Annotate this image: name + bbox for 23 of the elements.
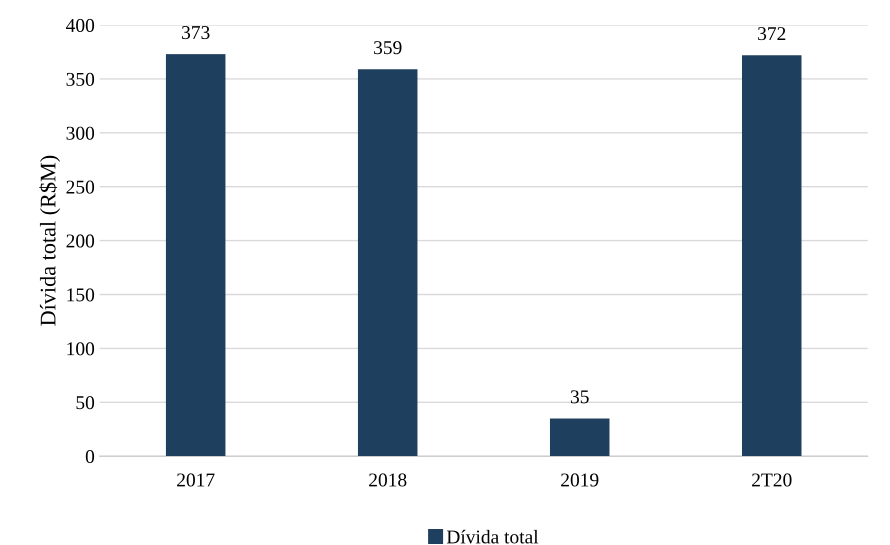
y-tick-label: 150 xyxy=(67,288,94,302)
legend-label: Dívida total xyxy=(446,530,538,544)
data-label: 373 xyxy=(182,26,210,40)
y-tick-label: 350 xyxy=(66,72,94,86)
y-tick-label: 0 xyxy=(86,450,94,464)
bar xyxy=(742,55,802,456)
x-tick-label: 2018 xyxy=(369,473,406,487)
bar xyxy=(550,418,610,456)
x-tick-label: 2019 xyxy=(561,473,598,487)
y-tick-label: 250 xyxy=(66,180,94,194)
y-tick-label: 300 xyxy=(66,126,94,140)
bar xyxy=(358,69,418,456)
data-label: 372 xyxy=(758,27,786,40)
y-axis-title: Dívida total (R$M) xyxy=(39,156,60,326)
x-tick-label: 2017 xyxy=(177,473,215,487)
y-tick-label: 400 xyxy=(66,18,94,32)
x-tick-label: 2T20 xyxy=(752,473,792,487)
y-tick-label: 100 xyxy=(67,342,94,356)
data-label: 359 xyxy=(374,41,402,54)
y-tick-label: 200 xyxy=(66,234,94,248)
bar xyxy=(166,54,226,456)
y-tick-label: 50 xyxy=(76,396,94,410)
data-label: 35 xyxy=(570,390,589,404)
